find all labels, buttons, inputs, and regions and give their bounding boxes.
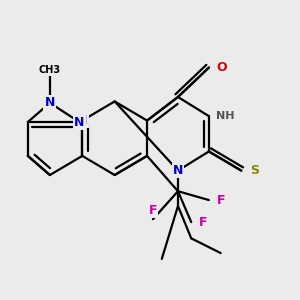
Text: N: N <box>173 164 183 177</box>
Text: F: F <box>216 194 225 207</box>
Text: F: F <box>199 216 207 229</box>
Text: CH3: CH3 <box>39 65 61 76</box>
Text: F: F <box>149 204 157 217</box>
Text: NH: NH <box>216 111 234 121</box>
Text: N: N <box>74 116 85 128</box>
Text: O: O <box>217 61 227 74</box>
Text: N: N <box>77 114 88 127</box>
Text: N: N <box>45 96 55 110</box>
Text: S: S <box>250 164 259 177</box>
